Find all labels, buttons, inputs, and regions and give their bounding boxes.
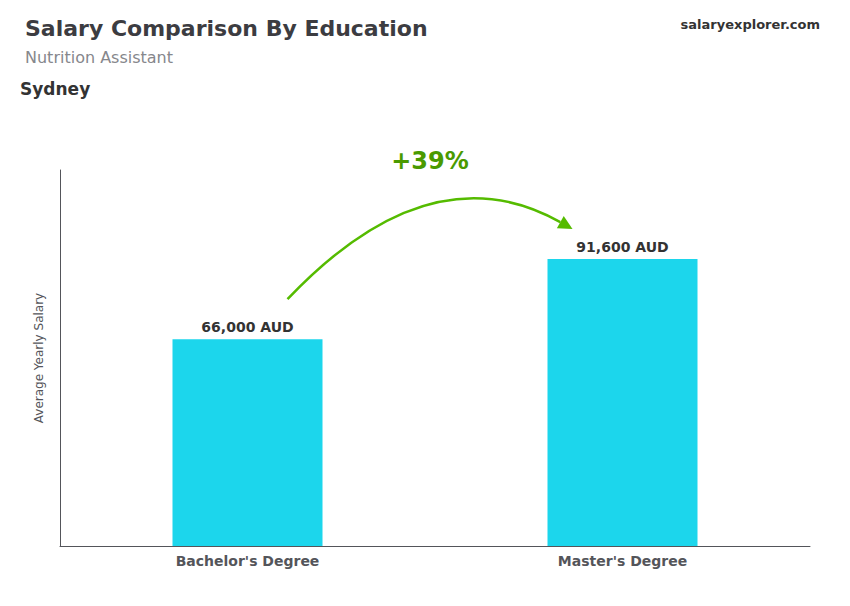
svg-text:Master's Degree: Master's Degree xyxy=(558,553,687,569)
svg-text:66,000 AUD: 66,000 AUD xyxy=(201,319,293,335)
svg-text:+39%: +39% xyxy=(391,147,469,175)
svg-text:Sydney: Sydney xyxy=(20,79,90,99)
svg-text:Average Yearly Salary: Average Yearly Salary xyxy=(32,293,46,423)
svg-text:Bachelor's Degree: Bachelor's Degree xyxy=(176,553,320,569)
svg-text:Salary Comparison By Education: Salary Comparison By Education xyxy=(25,16,428,41)
svg-text:91,600 AUD: 91,600 AUD xyxy=(576,239,668,255)
svg-text:Nutrition Assistant: Nutrition Assistant xyxy=(25,48,173,67)
svg-text:salaryexplorer.com: salaryexplorer.com xyxy=(681,17,820,32)
